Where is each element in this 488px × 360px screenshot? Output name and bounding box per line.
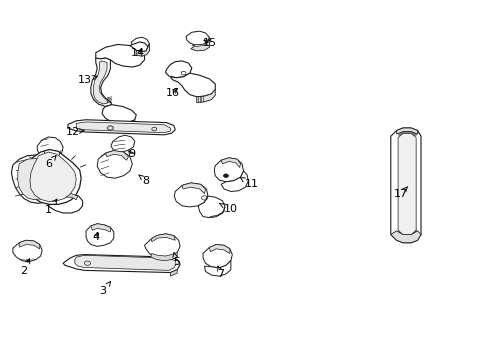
Text: 3: 3 — [100, 282, 110, 296]
Polygon shape — [151, 252, 177, 261]
Polygon shape — [19, 240, 40, 249]
Polygon shape — [63, 255, 180, 273]
Polygon shape — [91, 58, 112, 107]
Polygon shape — [203, 244, 232, 268]
Polygon shape — [221, 171, 248, 192]
Polygon shape — [165, 61, 191, 78]
Polygon shape — [214, 158, 243, 182]
Text: 4: 4 — [92, 232, 99, 242]
Polygon shape — [111, 135, 135, 152]
Polygon shape — [91, 224, 110, 232]
Polygon shape — [136, 44, 149, 56]
Polygon shape — [130, 42, 148, 51]
Polygon shape — [131, 37, 149, 50]
Polygon shape — [191, 42, 207, 46]
Polygon shape — [185, 31, 209, 45]
Polygon shape — [13, 240, 42, 262]
Polygon shape — [102, 105, 136, 123]
Text: 15: 15 — [202, 38, 216, 48]
Text: 14: 14 — [131, 48, 145, 58]
Polygon shape — [190, 37, 209, 51]
Polygon shape — [37, 137, 63, 159]
Polygon shape — [151, 234, 175, 242]
Polygon shape — [11, 155, 61, 203]
Polygon shape — [221, 158, 240, 167]
Text: 17: 17 — [393, 186, 407, 199]
Polygon shape — [170, 270, 177, 276]
Text: 7: 7 — [217, 266, 224, 279]
Polygon shape — [47, 194, 82, 213]
Text: 16: 16 — [165, 88, 179, 98]
Polygon shape — [112, 120, 135, 129]
Polygon shape — [174, 183, 207, 207]
Polygon shape — [68, 120, 175, 135]
Polygon shape — [18, 158, 55, 200]
Text: 8: 8 — [138, 175, 149, 186]
Polygon shape — [26, 149, 81, 204]
Circle shape — [223, 174, 228, 177]
Polygon shape — [198, 196, 224, 218]
Polygon shape — [390, 231, 420, 243]
Polygon shape — [96, 44, 144, 67]
Text: 6: 6 — [45, 156, 56, 169]
Text: 9: 9 — [127, 149, 135, 159]
Polygon shape — [93, 61, 108, 104]
Polygon shape — [196, 90, 215, 103]
Text: 13: 13 — [78, 75, 97, 85]
Text: 5: 5 — [172, 253, 180, 267]
Polygon shape — [97, 150, 132, 178]
Polygon shape — [105, 150, 128, 160]
Polygon shape — [75, 255, 176, 270]
Polygon shape — [397, 134, 415, 234]
Polygon shape — [30, 152, 76, 202]
Text: 2: 2 — [20, 259, 30, 276]
Polygon shape — [53, 194, 78, 200]
Polygon shape — [76, 122, 170, 133]
Polygon shape — [209, 207, 224, 218]
Text: 1: 1 — [45, 199, 57, 216]
Polygon shape — [182, 183, 205, 194]
Text: 10: 10 — [219, 204, 237, 215]
Polygon shape — [86, 224, 114, 246]
Polygon shape — [390, 128, 420, 243]
Polygon shape — [144, 234, 180, 258]
Polygon shape — [204, 261, 230, 276]
Text: 11: 11 — [240, 177, 258, 189]
Text: 12: 12 — [66, 127, 84, 136]
Polygon shape — [396, 128, 417, 134]
Polygon shape — [170, 73, 215, 97]
Polygon shape — [209, 244, 229, 253]
